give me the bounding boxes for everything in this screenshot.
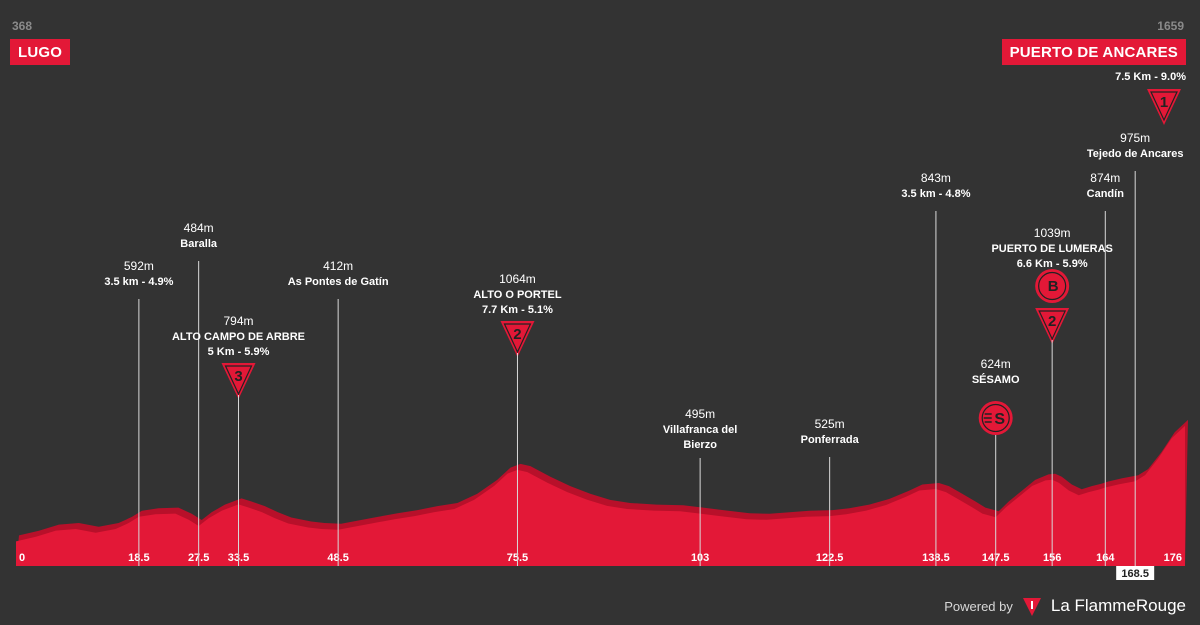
climb-category-badge-number: 2 (513, 326, 521, 343)
waypoint-name: Candín (1087, 188, 1125, 200)
bonus-sprint-badge (1035, 269, 1070, 303)
waypoint-altitude: 624m (981, 357, 1011, 371)
finish-climb-category-badge-outline (1150, 91, 1178, 122)
climb-category-badge-outline (503, 323, 532, 354)
finish-altitude: 1659 (1157, 19, 1184, 33)
climb-category-badge (500, 321, 535, 357)
waypoint-name: Ponferrada (801, 434, 860, 446)
km-tick-label: 168.5 (1121, 568, 1149, 580)
finish-climb-category-badge-number: 1 (1160, 94, 1168, 111)
waypoint-name: PUERTO DE LUMERAS (991, 243, 1112, 255)
waypoint-name: As Pontes de Gatín (288, 276, 389, 288)
finish-climb-info: 7.5 Km - 9.0% (1115, 71, 1186, 83)
climb-category-badge (1035, 308, 1070, 344)
climb-category-badge-number: 3 (234, 368, 242, 385)
bonus-sprint-badge-ring (1038, 271, 1067, 301)
waypoint-name: SÉSAMO (972, 373, 1020, 386)
sprint-speed-lines-icon (983, 413, 992, 423)
waypoint-altitude: 592m (124, 259, 154, 273)
climb-category-badge-outline (1038, 310, 1067, 341)
flamme-rouge-logo-icon (1022, 598, 1041, 616)
climb-category-badge-number: 2 (1048, 313, 1056, 330)
waypoint-climb-info: 5 Km - 5.9% (208, 346, 270, 358)
waypoint-altitude: 525m (815, 417, 845, 431)
finish-climb-category-badge (1147, 89, 1181, 125)
waypoint-name: Tejedo de Ancares (1087, 148, 1184, 160)
climb-category-badge-outline (224, 365, 253, 396)
waypoint-altitude: 843m (921, 171, 951, 185)
waypoint-name: Baralla (180, 238, 218, 250)
bonus-sprint-badge-label: B (1048, 278, 1059, 295)
finish-name-badge: PUERTO DE ANCARES (1001, 39, 1186, 65)
waypoint-altitude: 1039m (1034, 226, 1071, 240)
km-tick-label: 176 (1164, 552, 1182, 564)
waypoint-altitude: 975m (1120, 131, 1150, 145)
waypoint-altitude: 874m (1090, 171, 1120, 185)
waypoint-name: Villafranca del (663, 424, 737, 436)
powered-by-label: Powered by (944, 598, 1013, 614)
waypoint-altitude: 1064m (499, 272, 536, 286)
profile-area (16, 425, 1185, 566)
brand-name: La FlammeRouge (1050, 596, 1186, 615)
waypoint-altitude: 495m (685, 407, 715, 421)
waypoint-altitude: 412m (323, 259, 353, 273)
start-name-badge: LUGO (10, 39, 71, 65)
waypoint-altitude: 794m (223, 314, 253, 328)
waypoint-name: ALTO O PORTEL (473, 289, 561, 301)
km-tick-label: 0 (19, 552, 25, 564)
waypoint-name: 3.5 km - 4.9% (104, 276, 173, 288)
waypoint-altitude: 484m (184, 221, 214, 235)
start-altitude: 368 (12, 19, 33, 33)
waypoint-name-line2: Bierzo (683, 439, 717, 451)
sprint-badge-ring (981, 403, 1010, 433)
footer-branding: Powered by La FlammeRouge (944, 595, 1186, 617)
waypoint-name: 3.5 km - 4.8% (901, 188, 970, 200)
waypoint-climb-info: 7.7 Km - 5.1% (482, 304, 553, 316)
climb-category-badge (221, 363, 256, 399)
sprint-badge-letter: S (994, 411, 1005, 428)
waypoint-name: ALTO CAMPO DE ARBRE (172, 331, 305, 343)
sprint-badge (978, 401, 1013, 435)
km-tick-highlight (1116, 566, 1155, 580)
elevation-profile-chart: 0 18.5 27.5 33.5 48.5 75.5 103 122.5 138.5 147.5 1… (16, 89, 1188, 580)
waypoint-climb-info: 6.6 Km - 5.9% (1017, 258, 1088, 270)
